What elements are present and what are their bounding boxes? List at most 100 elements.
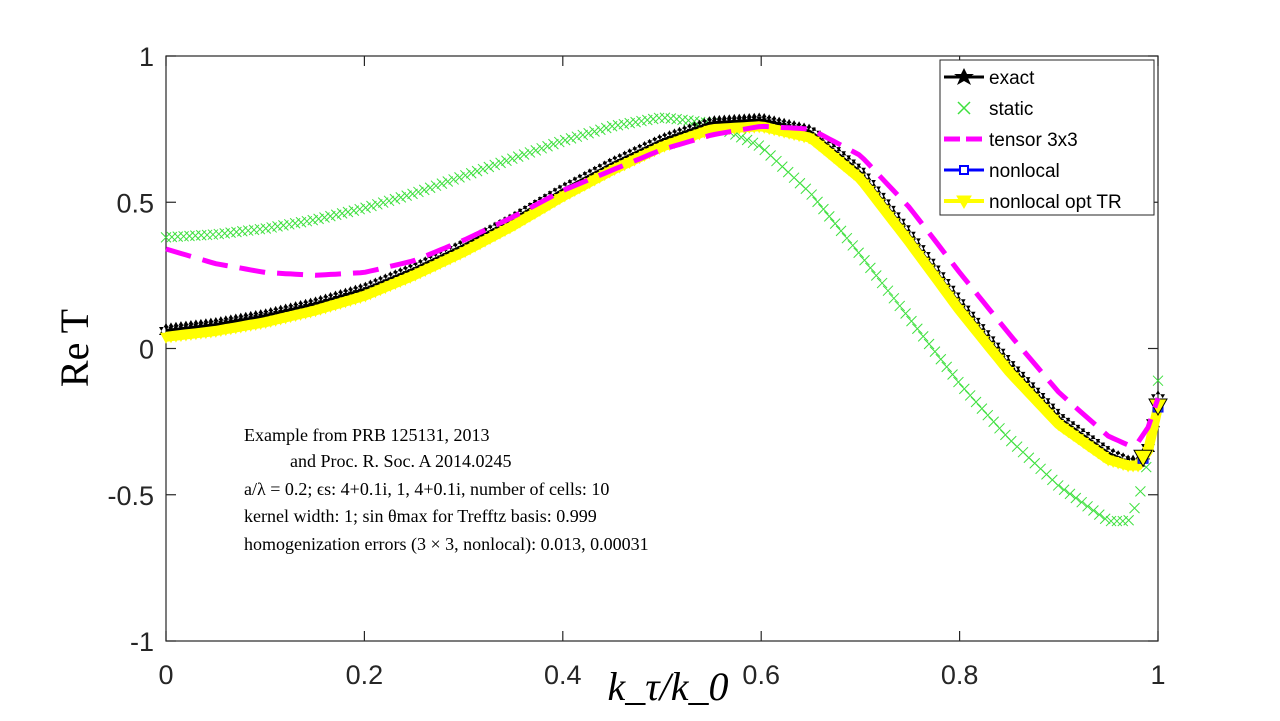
- nonlocal-opt-point: [872, 198, 885, 210]
- static-point: [512, 151, 524, 162]
- y-tick-label: -1: [130, 627, 154, 657]
- static-point: [371, 198, 383, 210]
- static-point: [395, 192, 407, 203]
- static-point: [835, 225, 847, 237]
- nonlocal-opt-point: [867, 192, 880, 204]
- static-point: [577, 129, 589, 141]
- static-point: [1129, 502, 1140, 514]
- static-point: [489, 159, 501, 171]
- static-point: [389, 193, 401, 205]
- legend-marker-nonlocal-opt: [956, 195, 972, 209]
- static-point: [583, 127, 594, 139]
- legend-item-exact: exact: [944, 68, 1035, 89]
- static-point: [941, 361, 953, 373]
- y-tick-label: -0.5: [107, 481, 154, 511]
- static-point: [818, 203, 829, 215]
- static-point: [906, 315, 917, 327]
- static-point: [829, 218, 841, 229]
- y-axis-label: Re T: [52, 309, 97, 387]
- static-point: [1105, 515, 1117, 527]
- nonlocal-opt-point: [1057, 423, 1070, 435]
- x-tick-label: 0.2: [346, 660, 384, 690]
- static-point: [741, 134, 753, 146]
- nonlocal-opt-point: [942, 291, 955, 303]
- nonlocal-opt-end-marker: [1133, 449, 1153, 468]
- legend-item-static: static: [957, 99, 1033, 120]
- legend: exact static tensor 3x3 nonlocal nonloca…: [939, 59, 1155, 216]
- ticks-layer: 0 0.2 0.4 0.6 0.8 1 1 0.5 0 -0.5 -1: [107, 42, 1165, 690]
- nonlocal-opt-point: [982, 342, 995, 354]
- static-point: [600, 122, 612, 134]
- static-point: [506, 153, 518, 165]
- x-tick-label: 0.6: [742, 660, 780, 690]
- nonlocal-opt-point: [1087, 444, 1100, 456]
- static-point: [988, 416, 999, 428]
- nonlocal-opt-point: [1132, 461, 1145, 473]
- static-point: [436, 178, 448, 189]
- static-point: [559, 134, 571, 146]
- static-point: [542, 140, 553, 152]
- static-point: [1076, 496, 1088, 508]
- legend-item-nonlocal: nonlocal: [944, 161, 1060, 182]
- static-point: [1152, 375, 1164, 387]
- nonlocal-opt-point: [897, 231, 910, 243]
- nonlocal-opt-point: [892, 224, 905, 236]
- nonlocal-opt-point: [992, 354, 1005, 366]
- nonlocal-opt-point: [1072, 434, 1085, 446]
- nonlocal-opt-point: [922, 264, 935, 276]
- static-point: [865, 262, 876, 274]
- nonlocal-opt-point: [912, 251, 925, 263]
- static-point: [524, 147, 536, 158]
- static-point: [964, 390, 976, 401]
- series-layer: [159, 112, 1168, 527]
- nonlocal-opt-point: [952, 305, 965, 317]
- static-point: [876, 277, 888, 289]
- static-point: [923, 338, 935, 350]
- static-point: [911, 323, 923, 335]
- annotation-line-4: kernel width: 1; sin θmax for Trefftz ba…: [244, 506, 597, 526]
- nonlocal-opt-point: [902, 237, 915, 249]
- static-point: [853, 247, 864, 259]
- static-point: [1064, 488, 1076, 500]
- static-point: [882, 285, 894, 297]
- static-point: [888, 292, 900, 304]
- legend-marker-static: [957, 101, 971, 115]
- static-point: [929, 346, 941, 357]
- series-tensor-3x3: [165, 123, 1161, 448]
- static-point: [947, 369, 958, 380]
- static-point: [565, 133, 577, 144]
- tensor-line: [165, 123, 1161, 448]
- static-point: [870, 270, 882, 281]
- x-axis-label: k_τ/k_0: [608, 664, 729, 709]
- nonlocal-opt-point: [967, 323, 980, 335]
- static-point: [917, 331, 929, 342]
- nonlocal-opt-point: [1097, 451, 1110, 463]
- static-point: [460, 169, 471, 181]
- legend-label-tensor: tensor 3x3: [989, 130, 1078, 151]
- static-point: [366, 200, 377, 212]
- nonlocal-opt-point: [937, 284, 950, 296]
- nonlocal-opt-point: [917, 257, 930, 269]
- static-point: [430, 180, 442, 192]
- static-point: [841, 232, 853, 244]
- static-point: [806, 189, 818, 200]
- static-point: [454, 172, 465, 183]
- nonlocal-opt-point: [927, 271, 940, 283]
- static-point: [1052, 480, 1064, 491]
- static-point: [900, 308, 911, 319]
- static-point: [1058, 484, 1070, 496]
- static-point: [982, 409, 994, 421]
- nonlocal-opt-point: [877, 205, 890, 217]
- static-point: [571, 131, 583, 143]
- nonlocal-opt-point: [987, 348, 1000, 360]
- annotation-block: Example from PRB 125131, 2013 and Proc. …: [244, 425, 649, 555]
- nonlocal-opt-point: [852, 173, 865, 185]
- static-point: [1070, 492, 1082, 504]
- static-point: [953, 376, 964, 388]
- static-point: [1123, 514, 1135, 526]
- static-point: [377, 197, 389, 208]
- static-point: [1093, 509, 1105, 520]
- x-tick-label: 0.4: [544, 660, 582, 690]
- static-point: [477, 163, 489, 175]
